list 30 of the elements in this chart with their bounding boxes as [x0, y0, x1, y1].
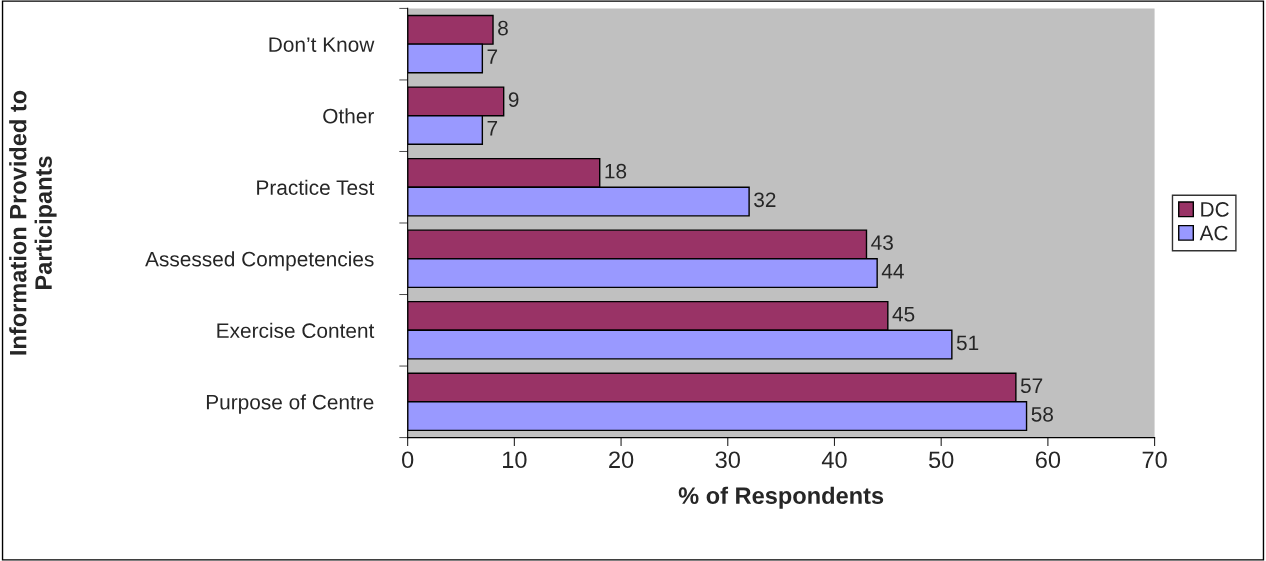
data-label: 57 [1020, 378, 1043, 394]
x-tick-label: 60 [1035, 451, 1061, 469]
y-tick-label: Purpose of Centre [206, 394, 374, 414]
data-label: 58 [1031, 406, 1053, 422]
legend-label: DC [1201, 202, 1229, 217]
data-label: 44 [881, 264, 904, 279]
data-label: 18 [605, 163, 627, 179]
data-label: 9 [508, 92, 519, 107]
x-tick-label: 0 [402, 451, 414, 469]
x-tick-label: 40 [821, 451, 847, 469]
data-label: 8 [498, 20, 508, 36]
x-tick-label: 10 [503, 451, 527, 469]
data-label: 7 [487, 121, 498, 136]
data-label: 32 [754, 192, 776, 208]
y-tick-label: Exercise Content [217, 322, 375, 339]
y-tick-label: Practice Test [257, 179, 375, 195]
data-label: 51 [956, 335, 979, 351]
x-tick-label: 30 [715, 451, 740, 469]
x-tick-label: 20 [609, 451, 634, 469]
x-tick-label: 50 [928, 451, 954, 469]
y-tick-label: Don’t Know [269, 37, 375, 52]
x-tick-label: 70 [1142, 451, 1167, 469]
data-label: 43 [871, 235, 893, 251]
data-label: 45 [892, 307, 915, 322]
legend-label: AC [1199, 225, 1228, 241]
data-label: 7 [487, 49, 498, 64]
y-tick-label: Assessed Competencies [145, 251, 374, 271]
y-axis-title: Information Provided to Participants [9, 90, 57, 355]
x-axis-title: % of Respondents [678, 486, 884, 509]
y-tick-label: Other [323, 108, 374, 124]
